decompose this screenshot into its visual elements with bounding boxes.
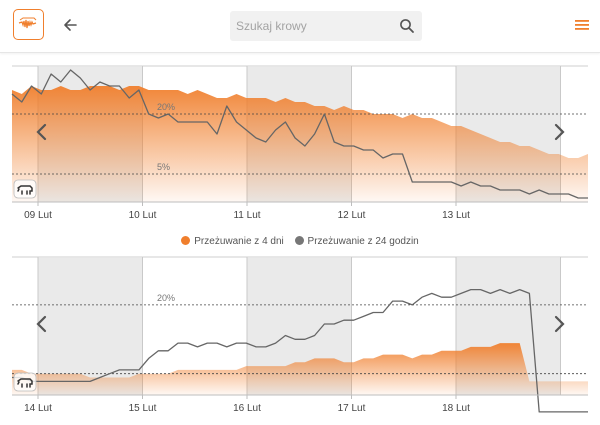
x-tick-label: 11 Lut (233, 210, 260, 221)
legend-dot-orange (181, 236, 191, 245)
cow-icon-shape (17, 378, 33, 388)
reference-line-label: 20% (157, 102, 175, 112)
series-area-4-days (12, 86, 588, 202)
hamburger-menu-icon[interactable] (574, 18, 590, 32)
x-tick-label: 13 Lut (442, 210, 470, 221)
cow-icon-shape (17, 185, 33, 195)
chevron-right-icon[interactable] (554, 315, 565, 333)
x-tick-label: 17 Lut (338, 403, 366, 414)
x-tick-label: 16 Lut (233, 403, 261, 414)
search-icon[interactable] (398, 17, 416, 35)
app-header (0, 0, 600, 53)
chevron-left-icon[interactable] (36, 315, 47, 333)
series-line-24-hours (11, 69, 588, 199)
chart-1-svg: 20% 5% 09 Lut 10 Lut 11 Lut 12 Lut 13 Lut (11, 65, 588, 221)
rumination-chart-2: 20% 14 Lut 15 Lut 16 Lut 17 Lut 18 Lut (0, 255, 600, 420)
legend-label-24-hours: Przeżuwanie z 24 godzin (307, 236, 419, 247)
arrow-left-icon[interactable] (60, 14, 82, 36)
chart-legend: Przeżuwanie z 4 dni Przeżuwanie z 24 god… (0, 236, 600, 250)
series-area-4-days (12, 343, 588, 395)
series-line-24-hours (12, 288, 588, 413)
x-tick-label: 10 Lut (129, 210, 157, 221)
x-tick-label: 18 Lut (442, 403, 470, 414)
x-tick-label: 15 Lut (129, 403, 157, 414)
legend-item-24-hours[interactable]: Przeżuwanie z 24 godzin (294, 236, 419, 247)
chevron-left-icon[interactable] (36, 123, 47, 141)
day-band-shaded (38, 257, 143, 395)
legend-item-4-days[interactable]: Przeżuwanie z 4 dni (181, 236, 284, 247)
search-bar (230, 11, 422, 41)
search-input[interactable] (230, 11, 390, 41)
reference-line-label: 5% (157, 162, 170, 172)
x-tick-label: 12 Lut (338, 210, 366, 221)
chevron-right-icon[interactable] (554, 123, 565, 141)
cow-logo-icon[interactable] (13, 9, 44, 40)
x-tick-label: 09 Lut (24, 210, 52, 221)
reference-line-label: 20% (157, 293, 175, 303)
chart-2-svg: 20% 14 Lut 15 Lut 16 Lut 17 Lut 18 Lut (12, 256, 588, 414)
legend-label-4-days: Przeżuwanie z 4 dni (194, 236, 284, 247)
x-tick-label: 14 Lut (24, 403, 52, 414)
rumination-chart-1: 20% 5% 09 Lut 10 Lut 11 Lut 12 Lut 13 Lut (0, 62, 600, 232)
legend-dot-gray (294, 236, 304, 245)
cow-icon[interactable] (13, 179, 37, 199)
cow-icon[interactable] (13, 372, 37, 392)
cow-logo-graphic (18, 17, 37, 29)
